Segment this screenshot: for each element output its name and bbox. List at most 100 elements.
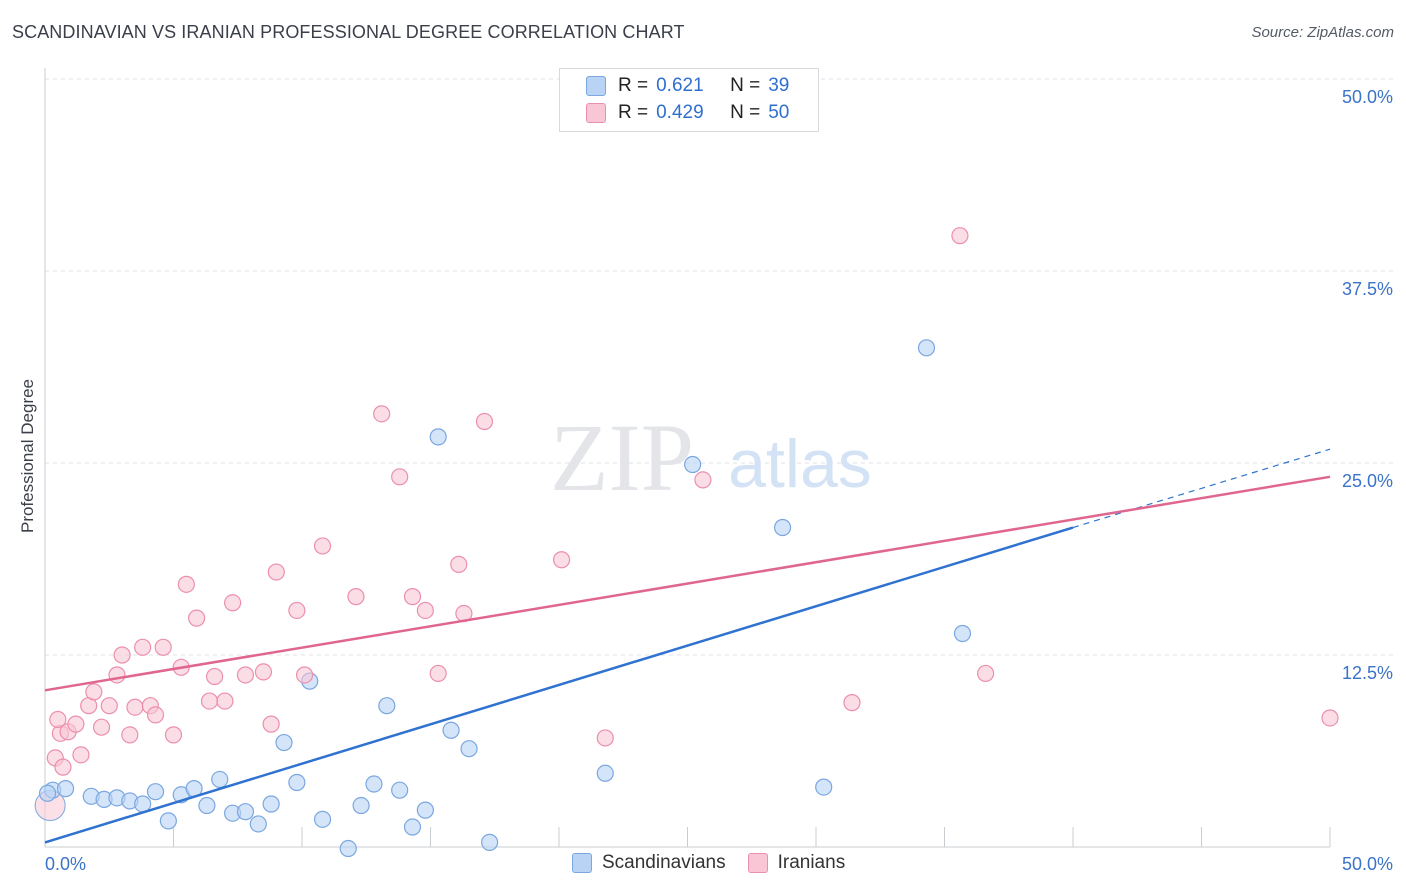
- point-scandinavians: [815, 778, 833, 796]
- point-scandinavians: [365, 775, 383, 793]
- series-iranians: [46, 227, 1339, 776]
- point-scandinavians: [352, 796, 370, 815]
- point-scandinavians: [416, 801, 434, 819]
- trendline-scandinavians: [44, 526, 1074, 844]
- legend-swatch-scandinavians: [572, 853, 592, 873]
- point-scandinavians: [403, 818, 422, 836]
- point-iranians: [113, 646, 131, 664]
- point-scandinavians: [262, 795, 280, 813]
- point-scandinavians: [159, 812, 177, 830]
- point-iranians: [694, 471, 712, 489]
- legend-item-iranians[interactable]: Iranians: [747, 852, 846, 874]
- point-iranians: [313, 537, 332, 555]
- point-scandinavians: [481, 833, 499, 851]
- point-scandinavians: [596, 764, 614, 782]
- point-iranians: [843, 694, 861, 712]
- legend-swatch-iranians: [747, 853, 768, 873]
- legend-swatch-scandinavians: [586, 76, 606, 96]
- point-iranians: [92, 718, 111, 736]
- point-iranians: [54, 758, 72, 776]
- x-tick-label: 0.0%: [45, 854, 86, 874]
- point-scandinavians: [236, 803, 255, 821]
- trend-lines: [44, 448, 1331, 844]
- point-iranians: [552, 551, 571, 569]
- source-label: Source: ZipAtlas.com: [1251, 24, 1394, 41]
- legend-n-label: N =: [730, 102, 761, 123]
- point-iranians: [200, 692, 219, 710]
- point-scandinavians: [249, 815, 267, 833]
- chart-title: SCANDINAVIAN VS IRANIAN PROFESSIONAL DEG…: [12, 22, 685, 42]
- legend-label-scandinavians: Scandinavians: [602, 852, 726, 873]
- point-iranians: [391, 468, 409, 486]
- point-iranians: [236, 666, 255, 684]
- point-iranians: [295, 666, 314, 684]
- point-iranians: [1321, 709, 1339, 727]
- point-iranians: [154, 638, 172, 656]
- point-iranians: [49, 710, 67, 729]
- legend-row-iranians: R = 0.429 N = 50: [586, 101, 789, 125]
- grid: [45, 78, 1395, 656]
- point-scandinavians: [56, 780, 75, 798]
- point-iranians: [206, 667, 224, 686]
- point-iranians: [67, 715, 85, 733]
- trendline-iranians: [44, 475, 1331, 692]
- point-iranians: [188, 609, 206, 627]
- point-iranians: [416, 601, 434, 620]
- point-iranians: [475, 412, 494, 431]
- point-scandinavians: [313, 810, 332, 828]
- point-iranians: [288, 601, 306, 620]
- y-tick-label: 12.5%: [1342, 663, 1393, 683]
- point-scandinavians: [391, 781, 409, 799]
- point-scandinavians: [378, 697, 396, 715]
- point-scandinavians: [38, 784, 57, 802]
- point-iranians: [262, 715, 280, 733]
- y-tick-label: 50.0%: [1342, 87, 1393, 107]
- tick-labels: 12.5% 25.0% 37.5% 50.0% 0.0% 50.0%: [45, 87, 1393, 874]
- point-iranians: [134, 638, 152, 656]
- point-iranians: [596, 729, 614, 747]
- trendline-extension-scandinavians: [1072, 448, 1331, 529]
- legend-label-iranians: Iranians: [777, 852, 846, 873]
- series-legend: Scandinavians Iranians: [572, 852, 867, 874]
- point-scandinavians: [460, 740, 478, 758]
- point-iranians: [373, 405, 391, 423]
- point-iranians: [85, 683, 103, 701]
- point-scandinavians: [429, 428, 447, 446]
- point-iranians: [429, 664, 447, 683]
- point-scandinavians: [211, 770, 229, 789]
- legend-row-scandinavians: R = 0.621 N = 39: [586, 74, 789, 98]
- point-scandinavians: [953, 624, 972, 643]
- point-iranians: [126, 698, 144, 716]
- point-iranians: [121, 726, 139, 744]
- point-scandinavians: [275, 733, 293, 752]
- point-scandinavians: [146, 783, 165, 801]
- legend-n-value: 50: [768, 102, 790, 123]
- legend-r-label: R =: [618, 102, 649, 123]
- legend-item-scandinavians[interactable]: Scandinavians: [572, 852, 726, 874]
- series-scandinavians: [38, 339, 972, 858]
- watermark-atlas: atlas: [728, 426, 872, 502]
- point-iranians: [347, 588, 365, 606]
- legend-r-value: 0.621: [656, 75, 704, 96]
- watermark: ZIP atlas: [550, 404, 872, 511]
- point-iranians: [146, 706, 165, 724]
- legend-n-value: 39: [768, 75, 790, 96]
- legend-swatch-iranians: [586, 103, 606, 123]
- point-iranians: [254, 663, 273, 681]
- point-iranians: [177, 575, 195, 593]
- point-scandinavians: [288, 773, 306, 792]
- x-tick-label: 50.0%: [1342, 854, 1393, 874]
- point-scandinavians: [684, 455, 702, 474]
- legend-r-label: R =: [618, 75, 649, 96]
- point-iranians: [164, 726, 183, 744]
- watermark-zip: ZIP: [550, 404, 694, 511]
- series: [34, 227, 1339, 858]
- axes: [44, 68, 1331, 848]
- point-iranians: [267, 563, 285, 581]
- point-iranians: [977, 664, 995, 683]
- point-scandinavians: [339, 839, 357, 858]
- y-tick-label: 25.0%: [1342, 471, 1393, 491]
- point-iranians: [403, 588, 422, 606]
- point-scandinavians: [773, 518, 792, 537]
